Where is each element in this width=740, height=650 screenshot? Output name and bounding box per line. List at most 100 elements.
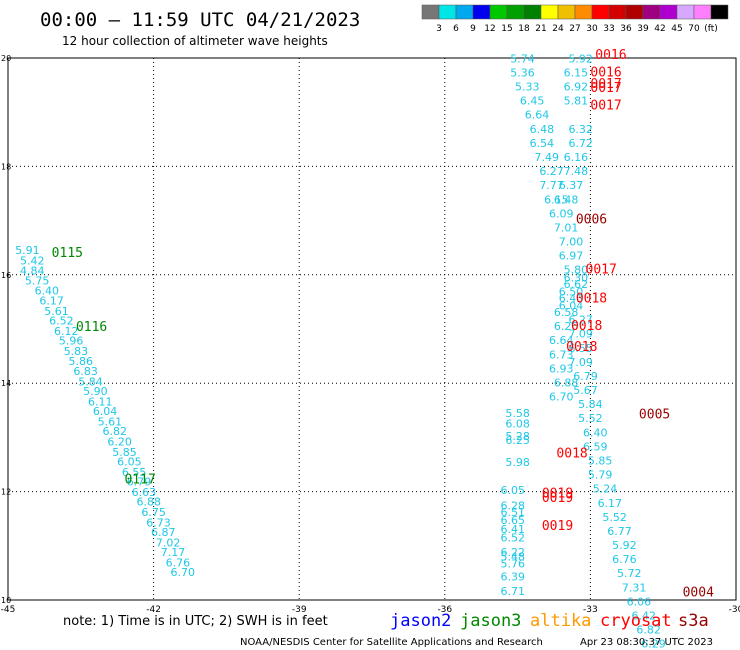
color-scale-label: 3 xyxy=(436,24,442,34)
color-scale-label: 27 xyxy=(569,24,580,34)
chart-title: 00:00 – 11:59 UTC 04/21/2023 xyxy=(40,9,360,31)
footer-credit: NOAA/NESDIS Center for Satellite Applica… xyxy=(240,637,543,648)
swh-value: 6.88 xyxy=(554,376,579,389)
swh-value: 6.32 xyxy=(568,123,593,136)
swh-value: 6.72 xyxy=(568,137,593,150)
swh-value: 6.43 xyxy=(559,292,584,305)
swh-value: 5.76 xyxy=(500,557,525,570)
swh-value: 6.82 xyxy=(103,425,128,438)
swh-value: 6.26 xyxy=(554,320,579,333)
pass-time-label: 0016 xyxy=(590,65,621,80)
swh-value: 5.42 xyxy=(20,255,45,268)
swh-value: 7.77 xyxy=(539,179,564,192)
color-scale-label: 12 xyxy=(484,24,495,34)
pass-time-label: 0017 xyxy=(586,263,617,278)
pass-time-label: 0019 xyxy=(542,519,573,534)
swh-value: 6.48 xyxy=(530,123,555,136)
pass-time-label: 0017 xyxy=(590,98,621,113)
swh-value: 5.96 xyxy=(59,335,84,348)
swh-value: 6.11 xyxy=(88,395,113,408)
swh-value: 7.31 xyxy=(622,581,647,594)
x-tick-label: -30 xyxy=(729,605,740,615)
swh-value: 6.40 xyxy=(583,426,608,439)
x-tick-label: -36 xyxy=(437,605,452,615)
footer-timestamp: Apr 23 08:30:37 UTC 2023 xyxy=(580,637,713,648)
color-scale-label: 36 xyxy=(620,24,632,34)
swh-value: 5.92 xyxy=(612,539,637,552)
swh-value: 6.27 xyxy=(539,165,564,178)
color-scale-label: 42 xyxy=(654,24,665,34)
legend-s3a: s3a xyxy=(678,611,709,631)
swh-value: 6.27 xyxy=(568,314,593,327)
color-scale-label: 6 xyxy=(453,24,459,34)
color-scale-bar: 3 6 9 12 15 18 21 24 27 30 33 36 39 42 45 70 (ft) xyxy=(421,4,729,34)
swh-value: 5.85 xyxy=(112,446,137,459)
swh-value: 6.97 xyxy=(559,250,584,263)
pass-time-label: 0019 xyxy=(542,491,573,506)
swh-value: 6.45 xyxy=(520,95,545,108)
swh-value: 6.64 xyxy=(525,109,550,122)
x-tick-label: -33 xyxy=(583,605,598,615)
swh-value: 5.52 xyxy=(578,412,603,425)
y-tick-label: 20 xyxy=(1,54,11,63)
swh-value: 5.79 xyxy=(588,469,613,482)
color-swatch xyxy=(591,4,610,20)
swh-value: 5.74 xyxy=(510,52,535,65)
swh-value: 6.17 xyxy=(598,497,623,510)
legend-cryosat: cryosat xyxy=(600,611,672,631)
color-swatch xyxy=(438,4,457,20)
x-tick-labels: -45 -42 -39 -36 -33 -30 xyxy=(1,605,740,615)
swh-value: 5.52 xyxy=(602,511,627,524)
swh-value: 7.09 xyxy=(568,356,593,369)
swh-value: 6.30 xyxy=(564,271,589,284)
swh-value: 5.80 xyxy=(564,264,589,277)
y-tick-label: 12 xyxy=(1,488,11,497)
swh-value: 5.84 xyxy=(578,398,603,411)
swh-value: 5.86 xyxy=(69,355,94,368)
color-swatch xyxy=(574,4,593,20)
swh-value: 6.59 xyxy=(583,440,608,453)
x-tick-label: -39 xyxy=(292,605,307,615)
satellite-legend: jason2 jason3 altika cryosat s3a xyxy=(390,611,709,631)
swh-value: 6.51 xyxy=(500,506,525,519)
swh-value: 5.84 xyxy=(78,375,103,388)
swh-value: 6.76 xyxy=(612,553,637,566)
color-scale-label: 21 xyxy=(535,24,546,34)
swh-value: 5.83 xyxy=(64,345,89,358)
swh-value: 6.63 xyxy=(132,486,157,499)
pass-time-label: 0016 xyxy=(595,48,626,63)
swh-value: 6.37 xyxy=(559,179,584,192)
swh-value: 6.08 xyxy=(505,418,530,431)
swh-value: 5.36 xyxy=(510,66,535,79)
x-tick-label: -45 xyxy=(1,605,16,615)
color-scale-label: 9 xyxy=(470,24,476,34)
swh-value: 6.65 xyxy=(500,514,525,527)
plot-area: 10 12 14 16 18 20 -45 -42 -39 -36 -33 -30 5.915.42… xyxy=(1,48,740,650)
y-tick-label: 14 xyxy=(1,379,11,388)
swh-value: 6.04 xyxy=(93,405,118,418)
swh-value: 7.09 xyxy=(568,328,593,341)
swh-value: 6.09 xyxy=(549,207,574,220)
swh-value: 6.17 xyxy=(39,295,64,308)
swh-value: 6.75 xyxy=(141,506,166,519)
color-swatch xyxy=(506,4,525,20)
swh-value: 6.55 xyxy=(568,342,593,355)
swh-value: 6.58 xyxy=(554,306,579,319)
pass-time-label: 0018 xyxy=(566,340,597,355)
pass-time-label: 0017 xyxy=(590,77,621,92)
swh-value: 6.92 xyxy=(564,81,589,94)
swh-value: 6.15 xyxy=(544,193,569,206)
swh-value: 6.83 xyxy=(73,365,98,378)
swh-value: 6.73 xyxy=(146,516,171,529)
swh-value: 5.28 xyxy=(505,430,530,443)
pass-time-label: 0006 xyxy=(576,212,607,227)
swh-value: 6.76 xyxy=(166,556,191,569)
swh-value: 7.00 xyxy=(559,236,584,249)
swh-value: 6.77 xyxy=(607,525,632,538)
color-swatch xyxy=(693,4,712,20)
swh-value: 6.82 xyxy=(636,624,661,637)
swh-value: 6.71 xyxy=(500,585,525,598)
color-scale-label: 39 xyxy=(637,24,649,34)
color-swatch xyxy=(489,4,508,20)
